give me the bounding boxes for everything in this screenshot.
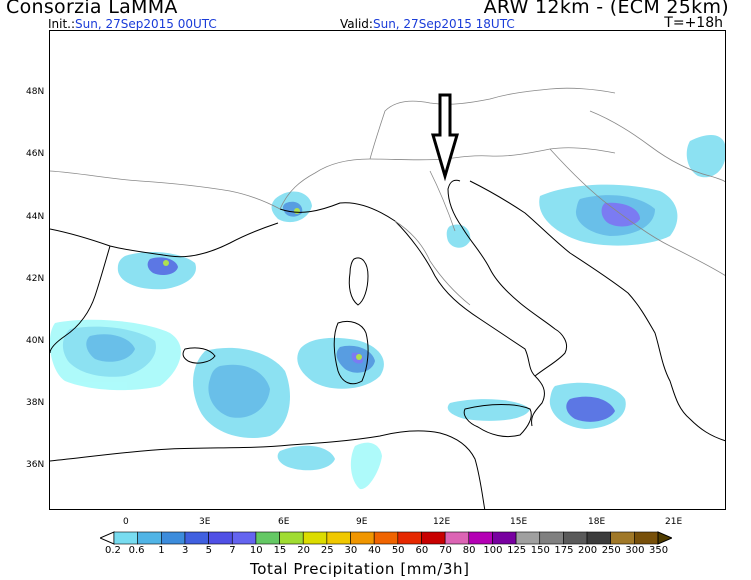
valid-label: Valid: xyxy=(340,17,373,31)
colorbar-level-label: 70 xyxy=(439,545,452,556)
colorbar-swatch xyxy=(279,531,304,545)
lat-label: 36N xyxy=(26,460,45,470)
lat-label: 44N xyxy=(26,212,45,222)
colorbar-max-triangle xyxy=(657,531,672,545)
lat-label: 38N xyxy=(26,398,45,408)
colorbar-level-label: 125 xyxy=(507,545,527,556)
colorbar-level-label: 175 xyxy=(554,545,574,556)
valid-time: Valid:Sun, 27Sep2015 18UTC xyxy=(340,17,515,31)
init-time: Init.:Sun, 27Sep2015 00UTC xyxy=(48,17,217,31)
balkan-coast xyxy=(469,180,725,442)
colorbar-swatch xyxy=(468,531,493,545)
org-title: Consorzia LaMMA xyxy=(6,0,178,18)
colorbar-swatch xyxy=(421,531,446,545)
init-value: Sun, 27Sep2015 00UTC xyxy=(75,17,217,31)
colorbar-level-label: 7 xyxy=(229,545,236,556)
forecast-step: T=+18h xyxy=(664,15,723,31)
colorbar-level-label: 10 xyxy=(249,545,263,556)
colorbar-level-label: 100 xyxy=(483,545,503,556)
colorbar-swatch xyxy=(137,531,162,545)
colorbar-level-label: 60 xyxy=(415,545,429,556)
lon-label: 21E xyxy=(665,517,683,527)
lon-label: 9E xyxy=(356,517,368,527)
colorbar-swatch xyxy=(634,531,659,545)
colorbar-level-label: 20 xyxy=(297,545,310,556)
lon-label: 6E xyxy=(278,517,290,527)
colorbar-level-label: 0.2 xyxy=(105,545,121,556)
lat-label: 40N xyxy=(26,336,45,346)
colorbar-level-label: 80 xyxy=(462,545,476,556)
colorbar-swatch xyxy=(492,531,517,545)
lon-label: 0 xyxy=(123,517,129,527)
precip-fields xyxy=(50,135,725,490)
colorbar-swatch xyxy=(539,531,564,545)
colorbar-level-label: 200 xyxy=(578,545,598,556)
precipitation-map xyxy=(49,30,726,510)
colorbar-swatch xyxy=(208,531,233,545)
lon-label: 12E xyxy=(433,517,451,527)
colorbar-level-label: 3 xyxy=(181,545,189,556)
colorbar-level-label: 150 xyxy=(530,545,550,556)
colorbar-level-label: 250 xyxy=(601,545,621,556)
borders xyxy=(50,87,725,306)
colorbar-swatch xyxy=(255,531,280,545)
coastlines xyxy=(50,179,725,509)
colorbar-swatch xyxy=(184,531,209,545)
colorbar-level-label: 350 xyxy=(649,545,669,556)
colorbar-swatch xyxy=(515,531,541,545)
colorbar-level-label: 0.6 xyxy=(128,545,145,556)
precipitation-colorbar xyxy=(100,531,672,545)
colorbar-level-label: 5 xyxy=(205,545,212,556)
rimini-arrow-icon xyxy=(430,93,460,182)
colorbar-swatch xyxy=(326,531,351,545)
colorbar-swatch xyxy=(586,531,611,545)
lat-label: 42N xyxy=(26,274,45,284)
colorbar-swatch xyxy=(161,531,186,545)
colorbar-swatch xyxy=(444,531,470,545)
colorbar-swatch xyxy=(350,531,375,545)
lon-label: 3E xyxy=(199,517,211,527)
colorbar-swatch xyxy=(113,531,138,545)
colorbar-level-label: 30 xyxy=(344,545,358,556)
africa-coast xyxy=(50,430,486,509)
init-label: Init.: xyxy=(48,17,76,31)
colorbar-level-label: 15 xyxy=(273,545,287,556)
lat-label: 48N xyxy=(26,87,45,97)
valid-value: Sun, 27Sep2015 18UTC xyxy=(372,17,515,31)
colorbar-level-label: 25 xyxy=(320,545,334,556)
sardinia-coast xyxy=(333,320,369,385)
corsica-coast xyxy=(348,257,369,306)
colorbar-swatch xyxy=(397,531,422,545)
sicily-coast xyxy=(463,404,532,438)
model-title: ARW 12km - (ECM 25km) xyxy=(483,0,729,18)
lat-label: 46N xyxy=(26,149,45,159)
colorbar-swatch xyxy=(610,531,635,545)
colorbar-min-triangle xyxy=(100,531,115,545)
colorbar-level-label: 1 xyxy=(158,545,165,556)
colorbar-title: Total Precipitation [mm/3h] xyxy=(250,560,470,578)
colorbar-level-label: 300 xyxy=(625,545,645,556)
colorbar-level-label: 50 xyxy=(391,545,405,556)
colorbar-swatch xyxy=(302,531,328,545)
italy-coast xyxy=(279,179,568,427)
balearic-coast xyxy=(182,347,216,364)
colorbar-swatch xyxy=(563,531,588,545)
map-canvas xyxy=(50,87,725,509)
colorbar-level-label: 40 xyxy=(368,545,381,556)
colorbar-swatch xyxy=(231,531,257,545)
france-spain-coast xyxy=(50,222,279,354)
lon-label: 18E xyxy=(588,517,606,527)
colorbar-swatch xyxy=(373,531,399,545)
lon-label: 15E xyxy=(510,517,528,527)
